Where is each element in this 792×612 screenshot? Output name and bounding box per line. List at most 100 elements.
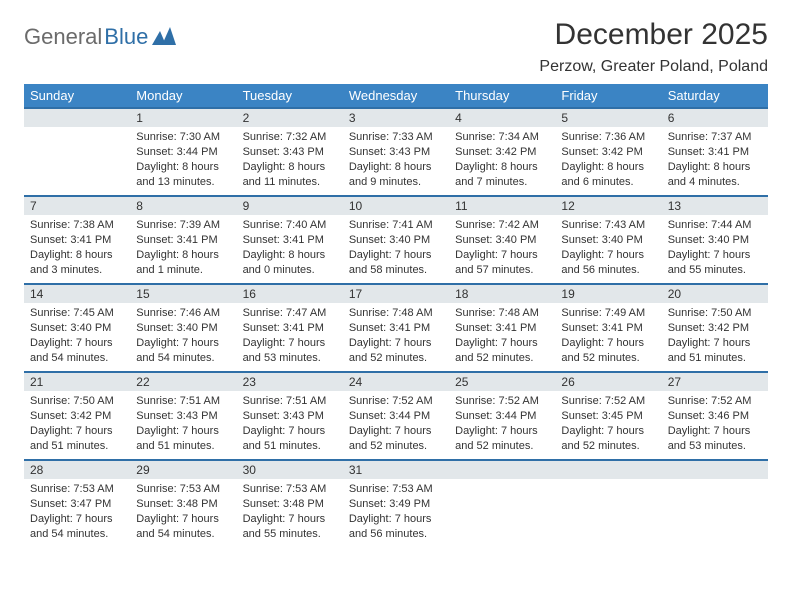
page-header: General Blue December 2025 Perzow, Great… [24, 18, 768, 76]
day-details: Sunrise: 7:46 AMSunset: 3:40 PMDaylight:… [136, 305, 230, 365]
brand-text-general: General [24, 24, 102, 50]
calendar-cell: 13Sunrise: 7:44 AMSunset: 3:40 PMDayligh… [662, 195, 768, 283]
calendar-cell: 2Sunrise: 7:32 AMSunset: 3:43 PMDaylight… [237, 107, 343, 195]
day-details: Sunrise: 7:37 AMSunset: 3:41 PMDaylight:… [668, 129, 762, 189]
calendar-cell: 12Sunrise: 7:43 AMSunset: 3:40 PMDayligh… [555, 195, 661, 283]
day-details: Sunrise: 7:51 AMSunset: 3:43 PMDaylight:… [136, 393, 230, 453]
calendar-cell: 27Sunrise: 7:52 AMSunset: 3:46 PMDayligh… [662, 371, 768, 459]
weekday-header: Thursday [449, 84, 555, 107]
calendar-cell: 31Sunrise: 7:53 AMSunset: 3:49 PMDayligh… [343, 459, 449, 547]
calendar-cell: 29Sunrise: 7:53 AMSunset: 3:48 PMDayligh… [130, 459, 236, 547]
weekday-header: Friday [555, 84, 661, 107]
day-details: Sunrise: 7:52 AMSunset: 3:46 PMDaylight:… [668, 393, 762, 453]
calendar-page: General Blue December 2025 Perzow, Great… [0, 0, 792, 565]
calendar-week-row: 14Sunrise: 7:45 AMSunset: 3:40 PMDayligh… [24, 283, 768, 371]
day-details: Sunrise: 7:32 AMSunset: 3:43 PMDaylight:… [243, 129, 337, 189]
day-number: 7 [24, 195, 130, 215]
day-details: Sunrise: 7:50 AMSunset: 3:42 PMDaylight:… [668, 305, 762, 365]
weekday-header: Sunday [24, 84, 130, 107]
day-number: 22 [130, 371, 236, 391]
brand-text-blue: Blue [104, 24, 148, 50]
day-number: 5 [555, 107, 661, 127]
day-details: Sunrise: 7:34 AMSunset: 3:42 PMDaylight:… [455, 129, 549, 189]
weekday-header: Tuesday [237, 84, 343, 107]
day-number: 12 [555, 195, 661, 215]
brand-logo: General Blue [24, 18, 176, 50]
calendar-cell: 26Sunrise: 7:52 AMSunset: 3:45 PMDayligh… [555, 371, 661, 459]
calendar-cell [24, 107, 130, 195]
day-details: Sunrise: 7:53 AMSunset: 3:48 PMDaylight:… [136, 481, 230, 541]
calendar-week-row: 28Sunrise: 7:53 AMSunset: 3:47 PMDayligh… [24, 459, 768, 547]
day-details: Sunrise: 7:48 AMSunset: 3:41 PMDaylight:… [349, 305, 443, 365]
calendar-cell: 5Sunrise: 7:36 AMSunset: 3:42 PMDaylight… [555, 107, 661, 195]
weekday-header: Monday [130, 84, 236, 107]
day-number: 30 [237, 459, 343, 479]
calendar-cell: 1Sunrise: 7:30 AMSunset: 3:44 PMDaylight… [130, 107, 236, 195]
day-details: Sunrise: 7:53 AMSunset: 3:48 PMDaylight:… [243, 481, 337, 541]
day-number: 31 [343, 459, 449, 479]
calendar-cell [555, 459, 661, 547]
day-number: 15 [130, 283, 236, 303]
day-number: 24 [343, 371, 449, 391]
day-number-empty [555, 459, 661, 479]
day-number: 13 [662, 195, 768, 215]
calendar-cell: 25Sunrise: 7:52 AMSunset: 3:44 PMDayligh… [449, 371, 555, 459]
calendar-week-row: 1Sunrise: 7:30 AMSunset: 3:44 PMDaylight… [24, 107, 768, 195]
calendar-cell: 3Sunrise: 7:33 AMSunset: 3:43 PMDaylight… [343, 107, 449, 195]
day-number: 26 [555, 371, 661, 391]
day-number: 9 [237, 195, 343, 215]
day-number-empty [24, 107, 130, 127]
location-text: Perzow, Greater Poland, Poland [539, 58, 768, 76]
day-number-empty [449, 459, 555, 479]
weekday-header: Wednesday [343, 84, 449, 107]
calendar-cell [449, 459, 555, 547]
calendar-week-row: 7Sunrise: 7:38 AMSunset: 3:41 PMDaylight… [24, 195, 768, 283]
day-details: Sunrise: 7:43 AMSunset: 3:40 PMDaylight:… [561, 217, 655, 277]
day-number: 28 [24, 459, 130, 479]
brand-mark-icon [152, 25, 176, 50]
day-number: 19 [555, 283, 661, 303]
day-details: Sunrise: 7:52 AMSunset: 3:44 PMDaylight:… [455, 393, 549, 453]
calendar-body: 1Sunrise: 7:30 AMSunset: 3:44 PMDaylight… [24, 107, 768, 547]
day-details: Sunrise: 7:42 AMSunset: 3:40 PMDaylight:… [455, 217, 549, 277]
calendar-cell: 10Sunrise: 7:41 AMSunset: 3:40 PMDayligh… [343, 195, 449, 283]
day-details: Sunrise: 7:53 AMSunset: 3:47 PMDaylight:… [30, 481, 124, 541]
calendar-cell: 16Sunrise: 7:47 AMSunset: 3:41 PMDayligh… [237, 283, 343, 371]
calendar-cell: 20Sunrise: 7:50 AMSunset: 3:42 PMDayligh… [662, 283, 768, 371]
day-details: Sunrise: 7:53 AMSunset: 3:49 PMDaylight:… [349, 481, 443, 541]
day-details: Sunrise: 7:36 AMSunset: 3:42 PMDaylight:… [561, 129, 655, 189]
day-number: 23 [237, 371, 343, 391]
day-details: Sunrise: 7:50 AMSunset: 3:42 PMDaylight:… [30, 393, 124, 453]
calendar-cell: 9Sunrise: 7:40 AMSunset: 3:41 PMDaylight… [237, 195, 343, 283]
day-details: Sunrise: 7:30 AMSunset: 3:44 PMDaylight:… [136, 129, 230, 189]
calendar-cell: 14Sunrise: 7:45 AMSunset: 3:40 PMDayligh… [24, 283, 130, 371]
day-details: Sunrise: 7:52 AMSunset: 3:45 PMDaylight:… [561, 393, 655, 453]
calendar-cell: 21Sunrise: 7:50 AMSunset: 3:42 PMDayligh… [24, 371, 130, 459]
day-number-empty [662, 459, 768, 479]
calendar-table: SundayMondayTuesdayWednesdayThursdayFrid… [24, 84, 768, 547]
day-number: 18 [449, 283, 555, 303]
calendar-cell: 6Sunrise: 7:37 AMSunset: 3:41 PMDaylight… [662, 107, 768, 195]
calendar-cell: 18Sunrise: 7:48 AMSunset: 3:41 PMDayligh… [449, 283, 555, 371]
day-number: 1 [130, 107, 236, 127]
day-number: 16 [237, 283, 343, 303]
day-details: Sunrise: 7:41 AMSunset: 3:40 PMDaylight:… [349, 217, 443, 277]
day-details: Sunrise: 7:39 AMSunset: 3:41 PMDaylight:… [136, 217, 230, 277]
day-details: Sunrise: 7:44 AMSunset: 3:40 PMDaylight:… [668, 217, 762, 277]
day-details: Sunrise: 7:47 AMSunset: 3:41 PMDaylight:… [243, 305, 337, 365]
day-number: 14 [24, 283, 130, 303]
calendar-cell: 28Sunrise: 7:53 AMSunset: 3:47 PMDayligh… [24, 459, 130, 547]
day-number: 21 [24, 371, 130, 391]
calendar-cell: 24Sunrise: 7:52 AMSunset: 3:44 PMDayligh… [343, 371, 449, 459]
day-details: Sunrise: 7:40 AMSunset: 3:41 PMDaylight:… [243, 217, 337, 277]
day-number: 17 [343, 283, 449, 303]
day-number: 4 [449, 107, 555, 127]
day-number: 11 [449, 195, 555, 215]
day-details: Sunrise: 7:52 AMSunset: 3:44 PMDaylight:… [349, 393, 443, 453]
calendar-cell [662, 459, 768, 547]
calendar-cell: 19Sunrise: 7:49 AMSunset: 3:41 PMDayligh… [555, 283, 661, 371]
day-details: Sunrise: 7:33 AMSunset: 3:43 PMDaylight:… [349, 129, 443, 189]
calendar-cell: 17Sunrise: 7:48 AMSunset: 3:41 PMDayligh… [343, 283, 449, 371]
calendar-cell: 11Sunrise: 7:42 AMSunset: 3:40 PMDayligh… [449, 195, 555, 283]
day-details: Sunrise: 7:48 AMSunset: 3:41 PMDaylight:… [455, 305, 549, 365]
